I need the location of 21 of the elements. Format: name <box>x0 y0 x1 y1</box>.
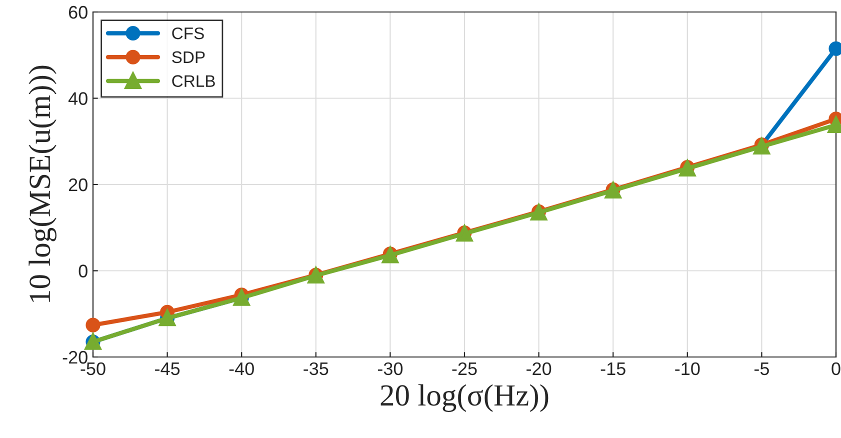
x-tick-label: -15 <box>600 362 626 376</box>
y-tick-label: 20 <box>68 178 88 192</box>
legend-label: SDP <box>172 51 205 64</box>
x-axis-title: 20 log(σ(Hz)) <box>380 384 548 412</box>
legend-label: CFS <box>172 27 204 40</box>
x-tick-label: -50 <box>80 362 106 376</box>
y-tick-label: 40 <box>68 92 88 105</box>
x-tick-label: -10 <box>675 362 700 376</box>
y-tick-label: 0 <box>78 264 88 278</box>
x-tick-label: -20 <box>526 362 552 376</box>
x-tick-label: -30 <box>378 362 403 376</box>
x-tick-label: -45 <box>155 362 180 376</box>
y-tick-label: 60 <box>68 6 88 19</box>
y-tick-label: -20 <box>62 350 88 364</box>
x-tick-label: -5 <box>754 362 769 376</box>
x-tick-label: 0 <box>832 362 840 376</box>
legend-label: CRLB <box>172 75 215 87</box>
y-axis-title: 10 log(MSE(u(m))) <box>28 66 56 302</box>
x-tick-label: -40 <box>229 362 254 376</box>
x-tick-label: -25 <box>452 362 477 376</box>
x-tick-label: -35 <box>304 362 328 376</box>
